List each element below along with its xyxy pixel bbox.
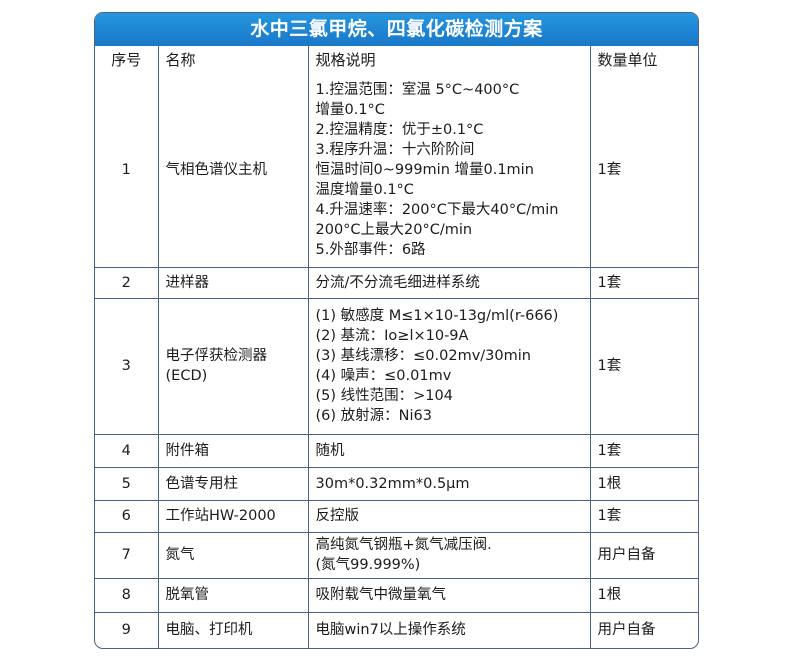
- item-quantity: 1套: [589, 297, 698, 435]
- spec-table: 序号 名称 规格说明 数量单位 1 气相色谱仪主机 1.控温范围：室温 5°C~40…: [95, 46, 698, 648]
- item-name: 气相色谱仪主机: [157, 74, 309, 268]
- spec-table-panel: 水中三氯甲烷、四氯化碳检测方案 序号 名称 规格说明 数量单位 1 气相色谱仪主机…: [94, 12, 699, 649]
- header-qty: 数量单位: [589, 46, 698, 74]
- item-name: 进样器: [157, 266, 309, 299]
- table-row: 6 工作站HW-2000 反控版 1套: [95, 499, 698, 533]
- header-row: 序号 名称 规格说明 数量单位: [95, 46, 698, 74]
- item-quantity: 1套: [589, 74, 698, 268]
- item-quantity: 用户自备: [589, 531, 698, 579]
- row-number: 2: [95, 266, 159, 299]
- item-spec: 电脑win7以上操作系统: [307, 611, 591, 648]
- item-spec: 吸附载气中微量氧气: [307, 577, 591, 613]
- item-name: 色谱专用柱: [157, 466, 309, 501]
- item-quantity: 用户自备: [589, 611, 698, 648]
- item-name: 脱氧管: [157, 577, 309, 613]
- table-row: 4 附件箱 随机 1套: [95, 433, 698, 468]
- table-row: 2 进样器 分流/不分流毛细进样系统 1套: [95, 266, 698, 299]
- table-row: 3 电子俘获检测器 (ECD) (1) 敏感度 M≤1×10-13g/ml(r-66…: [95, 297, 698, 435]
- table-row: 1 气相色谱仪主机 1.控温范围：室温 5°C~400°C 增量0.1°C 2.控温…: [95, 74, 698, 268]
- item-name: 电脑、打印机: [157, 611, 309, 648]
- row-number: 3: [95, 297, 159, 435]
- table-row: 7 氮气 高纯氮气钢瓶+氮气减压阀. (氮气99.999%) 用户自备: [95, 531, 698, 579]
- row-number: 5: [95, 466, 159, 501]
- item-quantity: 1套: [589, 499, 698, 533]
- row-number: 4: [95, 433, 159, 468]
- item-spec: 1.控温范围：室温 5°C~400°C 增量0.1°C 2.控温精度：优于±0.…: [307, 74, 591, 268]
- header-no: 序号: [95, 46, 159, 74]
- item-name: 附件箱: [157, 433, 309, 468]
- item-name: 工作站HW-2000: [157, 499, 309, 533]
- row-number: 7: [95, 531, 159, 579]
- row-number: 8: [95, 577, 159, 613]
- item-spec: 分流/不分流毛细进样系统: [307, 266, 591, 299]
- table-row: 5 色谱专用柱 30m*0.32mm*0.5μm 1根: [95, 466, 698, 501]
- header-spec: 规格说明: [307, 46, 591, 74]
- item-quantity: 1根: [589, 577, 698, 613]
- table-title: 水中三氯甲烷、四氯化碳检测方案: [95, 13, 698, 46]
- item-spec: 反控版: [307, 499, 591, 533]
- item-quantity: 1套: [589, 433, 698, 468]
- item-spec: 随机: [307, 433, 591, 468]
- row-number: 1: [95, 74, 159, 268]
- item-spec: (1) 敏感度 M≤1×10-13g/ml(r-666) (2) 基流：Io≥l…: [307, 297, 591, 435]
- item-quantity: 1根: [589, 466, 698, 501]
- header-name: 名称: [157, 46, 309, 74]
- item-spec: 30m*0.32mm*0.5μm: [307, 466, 591, 501]
- item-quantity: 1套: [589, 266, 698, 299]
- table-row: 8 脱氧管 吸附载气中微量氧气 1根: [95, 577, 698, 613]
- row-number: 6: [95, 499, 159, 533]
- item-spec: 高纯氮气钢瓶+氮气减压阀. (氮气99.999%): [307, 531, 591, 579]
- table-row: 9 电脑、打印机 电脑win7以上操作系统 用户自备: [95, 611, 698, 648]
- item-name: 氮气: [157, 531, 309, 579]
- item-name: 电子俘获检测器 (ECD): [157, 297, 309, 435]
- row-number: 9: [95, 611, 159, 648]
